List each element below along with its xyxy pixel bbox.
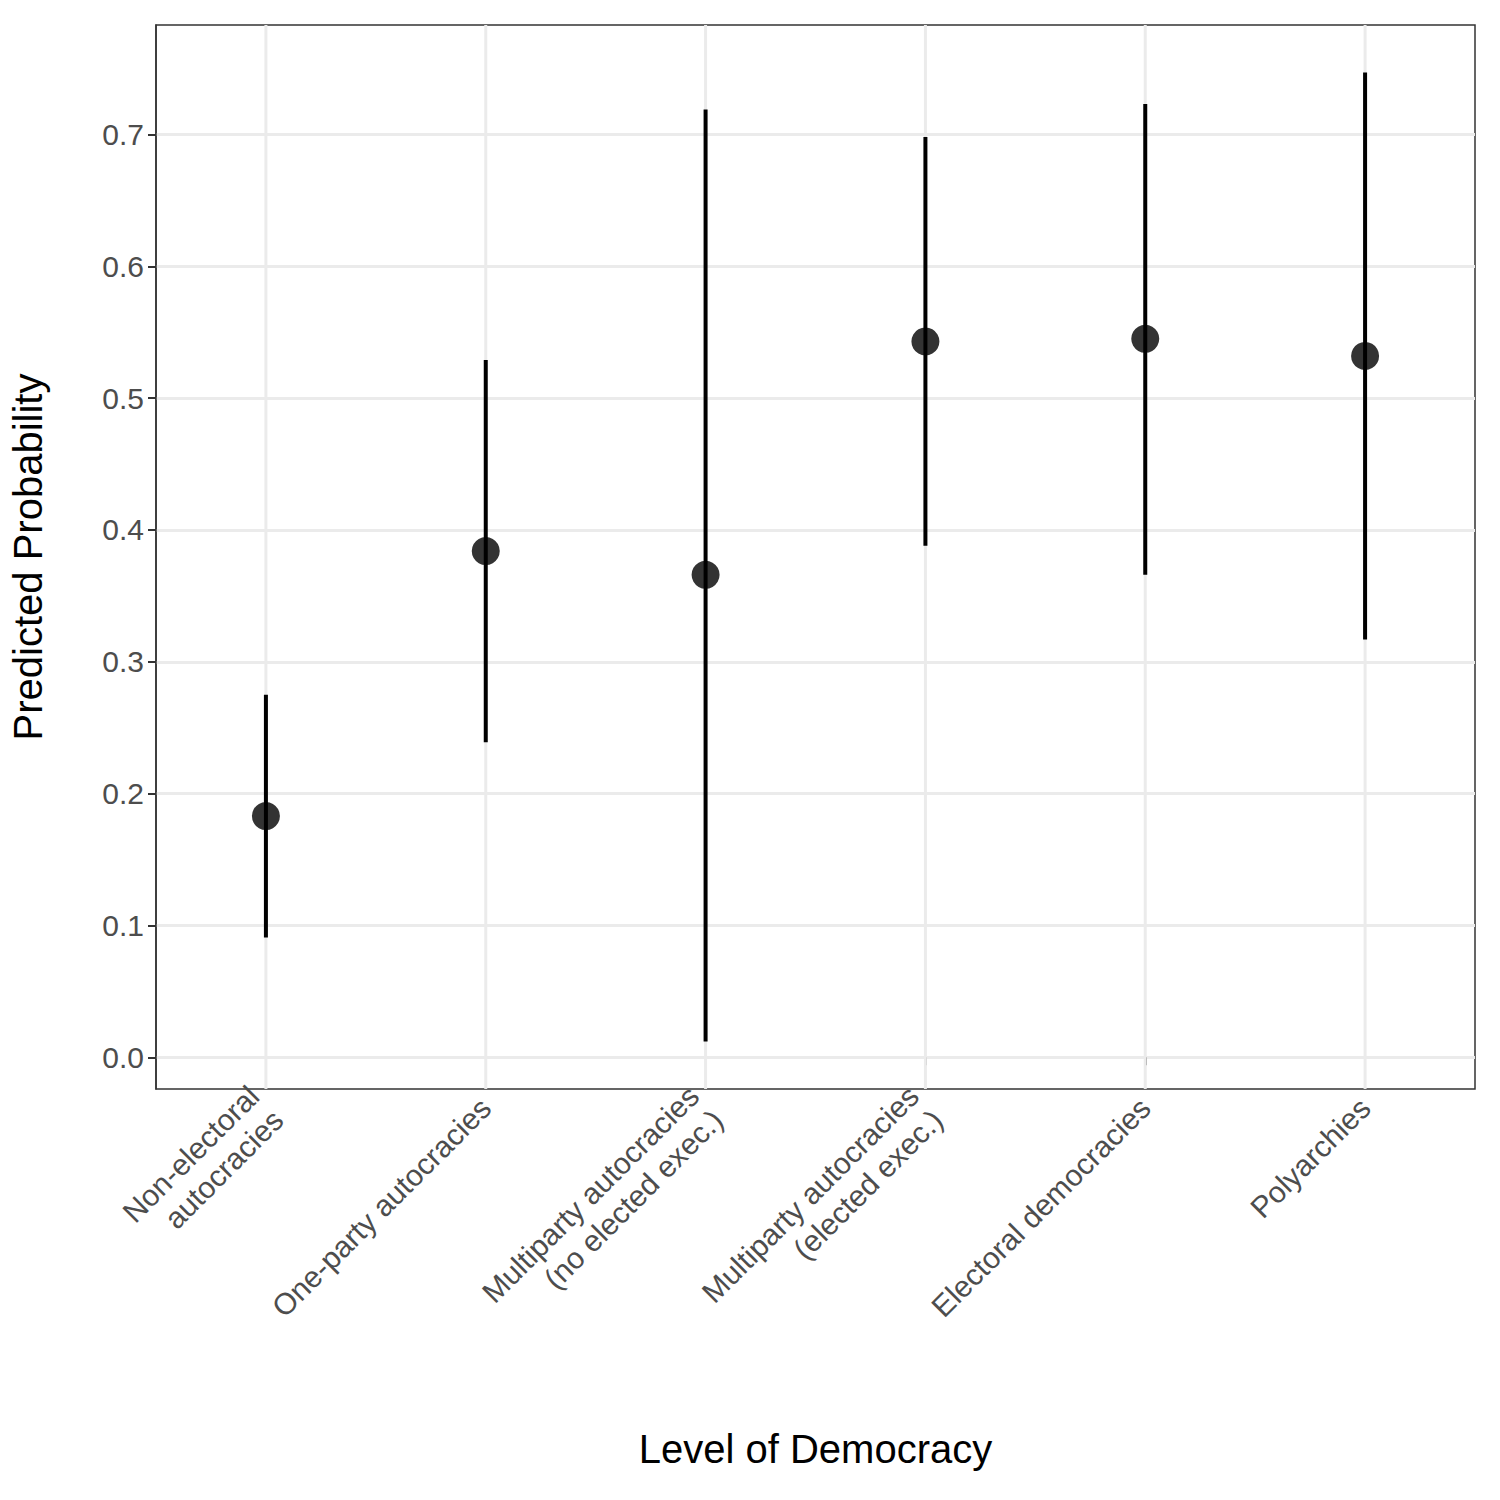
svg-text:Multiparty autocracies: Multiparty autocracies bbox=[696, 1079, 926, 1309]
svg-text:Electoral democracies: Electoral democracies bbox=[925, 1091, 1157, 1323]
svg-text:Non-electoral: Non-electoral bbox=[116, 1079, 266, 1229]
svg-text:Predicted Probability: Predicted Probability bbox=[6, 374, 50, 741]
svg-text:0.6: 0.6 bbox=[102, 250, 144, 283]
svg-text:One-party autocracies: One-party autocracies bbox=[265, 1091, 497, 1323]
svg-text:(elected exec.): (elected exec.) bbox=[787, 1103, 949, 1265]
svg-text:autocracies: autocracies bbox=[158, 1103, 290, 1235]
svg-text:Level of Democracy: Level of Democracy bbox=[639, 1427, 992, 1471]
svg-text:(no elected exec.): (no elected exec.) bbox=[537, 1103, 729, 1295]
svg-text:0.4: 0.4 bbox=[102, 513, 144, 546]
svg-text:0.0: 0.0 bbox=[102, 1041, 144, 1074]
svg-text:0.3: 0.3 bbox=[102, 645, 144, 678]
svg-text:0.7: 0.7 bbox=[102, 118, 144, 151]
svg-text:0.5: 0.5 bbox=[102, 382, 144, 415]
svg-text:0.2: 0.2 bbox=[102, 777, 144, 810]
svg-text:Polyarchies: Polyarchies bbox=[1244, 1091, 1377, 1224]
svg-text:0.1: 0.1 bbox=[102, 909, 144, 942]
svg-text:Multiparty autocracies: Multiparty autocracies bbox=[476, 1079, 706, 1309]
